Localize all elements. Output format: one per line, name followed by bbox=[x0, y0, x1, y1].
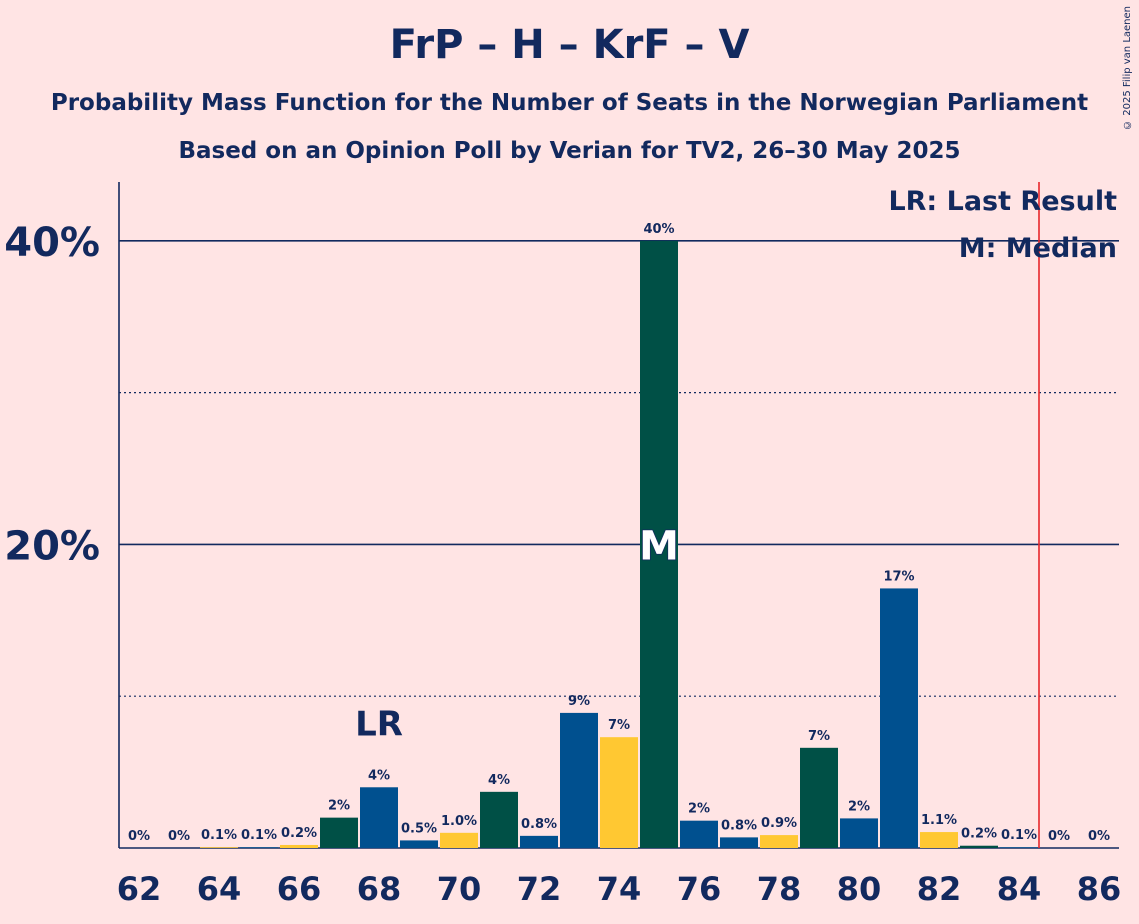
data-label-63: 0% bbox=[168, 829, 190, 844]
bar-68 bbox=[360, 787, 398, 848]
data-label-73: 9% bbox=[568, 694, 590, 709]
x-tick-label: 80 bbox=[837, 870, 882, 908]
data-label-66: 0.2% bbox=[281, 826, 317, 841]
data-label-80: 2% bbox=[848, 799, 870, 814]
bar-74 bbox=[600, 737, 638, 848]
x-tick-label: 72 bbox=[517, 870, 562, 908]
data-label-77: 0.8% bbox=[721, 818, 757, 833]
data-label-82: 1.1% bbox=[921, 813, 957, 828]
bar-82 bbox=[920, 832, 958, 848]
data-label-69: 0.5% bbox=[401, 821, 437, 836]
chart-subtitle: Probability Mass Function for the Number… bbox=[50, 90, 1089, 116]
x-tick-label: 74 bbox=[597, 870, 642, 908]
data-label-72: 0.8% bbox=[521, 817, 557, 832]
bar-79 bbox=[800, 747, 838, 848]
data-label-64: 0.1% bbox=[201, 828, 237, 843]
x-tick-label: 68 bbox=[357, 870, 402, 908]
bar-69 bbox=[400, 840, 438, 848]
chart-title: FrP – H – KrF – V bbox=[389, 22, 750, 68]
data-label-67: 2% bbox=[328, 799, 350, 814]
bar-77 bbox=[720, 837, 758, 848]
bar-76 bbox=[680, 820, 718, 848]
legend-entry: LR: Last Result bbox=[888, 186, 1117, 217]
bar-75 bbox=[640, 240, 678, 849]
data-label-83: 0.2% bbox=[961, 827, 997, 842]
x-tick-label: 84 bbox=[997, 870, 1042, 908]
data-label-75: 40% bbox=[643, 222, 674, 237]
bar-71 bbox=[480, 791, 518, 848]
last-result-marker: LR bbox=[355, 704, 403, 744]
bar-78 bbox=[760, 835, 798, 848]
data-label-71: 4% bbox=[488, 773, 510, 788]
data-label-79: 7% bbox=[808, 729, 830, 744]
x-tick-label: 86 bbox=[1077, 870, 1122, 908]
data-label-85: 0% bbox=[1048, 829, 1070, 844]
bar-81 bbox=[880, 588, 918, 848]
data-label-78: 0.9% bbox=[761, 816, 797, 831]
bar-83 bbox=[960, 845, 998, 848]
data-label-68: 4% bbox=[368, 768, 390, 783]
data-label-76: 2% bbox=[688, 802, 710, 817]
x-tick-label: 62 bbox=[117, 870, 162, 908]
x-tick-label: 78 bbox=[757, 870, 802, 908]
data-label-81: 17% bbox=[883, 569, 914, 584]
x-tick-label: 70 bbox=[437, 870, 482, 908]
data-label-74: 7% bbox=[608, 718, 630, 733]
data-label-70: 1.0% bbox=[441, 814, 477, 829]
data-label-84: 0.1% bbox=[1001, 828, 1037, 843]
bar-64 bbox=[200, 847, 238, 848]
x-tick-label: 82 bbox=[917, 870, 962, 908]
legend-entry: M: Median bbox=[959, 233, 1117, 264]
data-label-62: 0% bbox=[128, 829, 150, 844]
x-tick-label: 64 bbox=[197, 870, 242, 908]
bar-66 bbox=[280, 844, 318, 848]
bar-84 bbox=[1000, 847, 1038, 848]
bar-67 bbox=[320, 817, 358, 848]
data-label-86: 0% bbox=[1088, 829, 1110, 844]
bar-70 bbox=[440, 832, 478, 848]
x-tick-label: 66 bbox=[277, 870, 322, 908]
bar-65 bbox=[240, 847, 278, 848]
x-tick-label: 76 bbox=[677, 870, 722, 908]
data-label-65: 0.1% bbox=[241, 828, 277, 843]
bar-73 bbox=[560, 712, 598, 848]
median-marker: M bbox=[639, 523, 679, 569]
bar-72 bbox=[520, 835, 558, 848]
y-tick-label: 20% bbox=[4, 523, 100, 569]
bar-80 bbox=[840, 818, 878, 848]
chart-subtitle-poll: Based on an Opinion Poll by Verian for T… bbox=[178, 138, 961, 164]
y-tick-label: 40% bbox=[4, 220, 100, 266]
